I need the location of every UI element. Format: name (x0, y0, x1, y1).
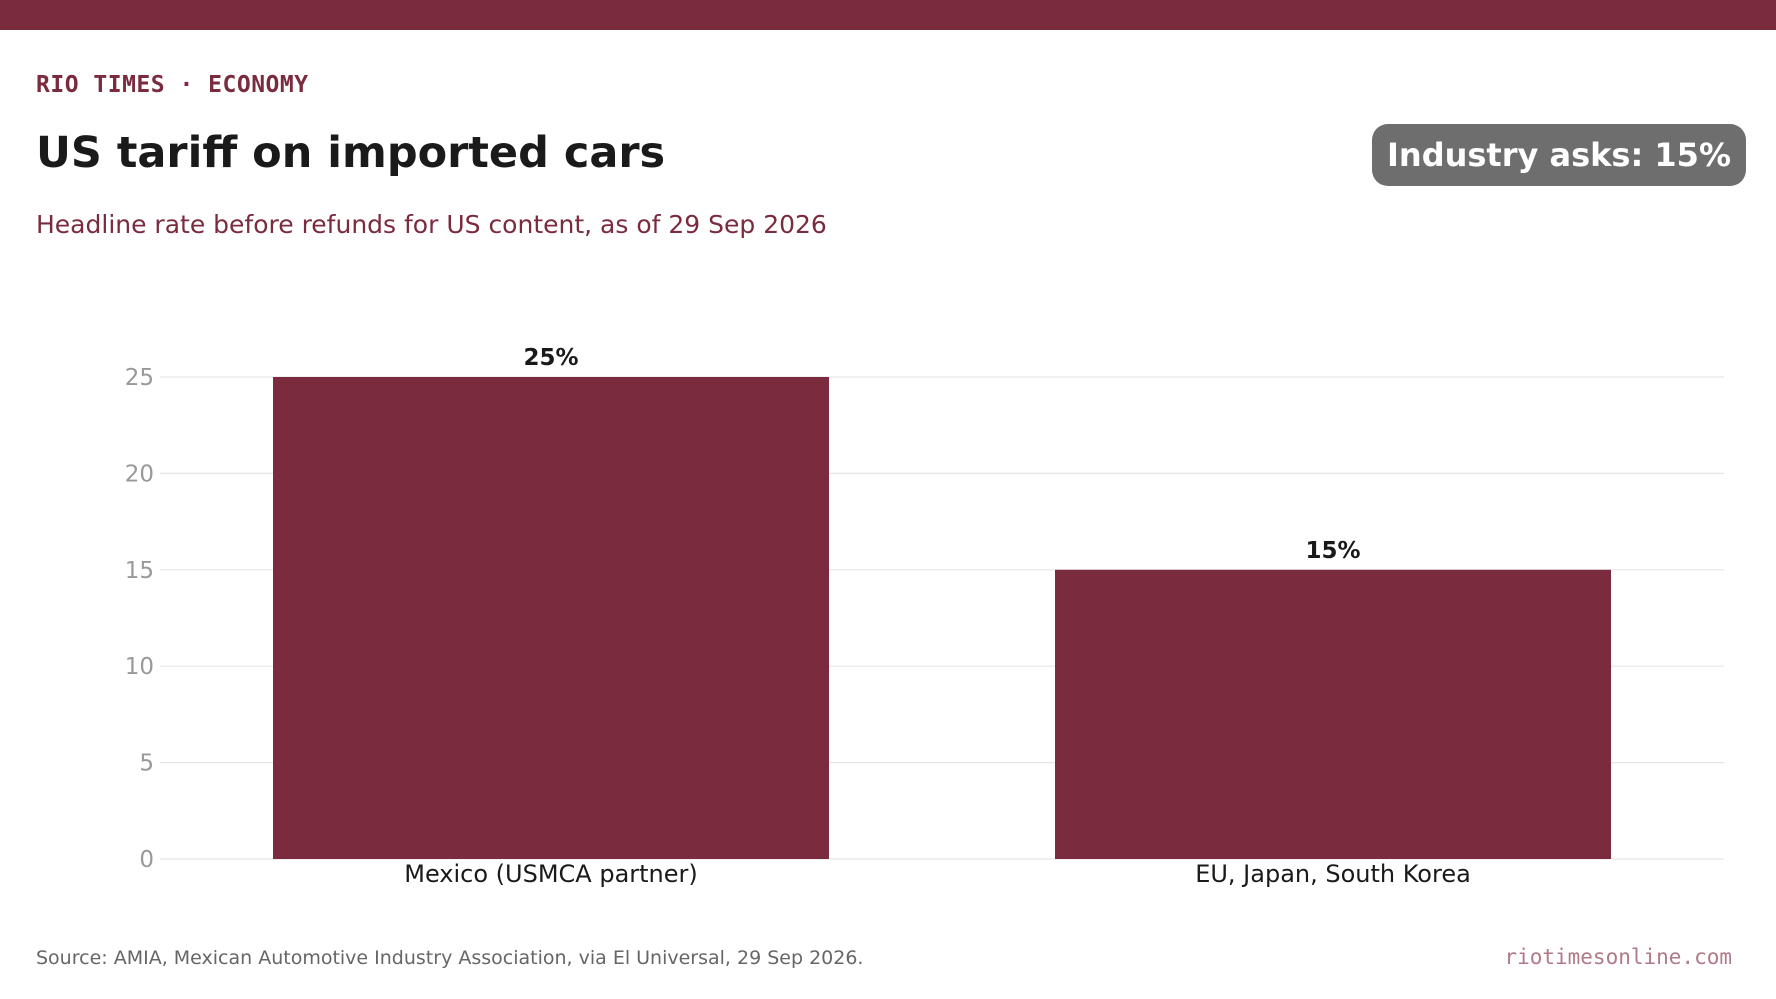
bars (273, 377, 1611, 859)
x-tick-label: Mexico (USMCA partner) (404, 860, 698, 888)
source-note: Source: AMIA, Mexican Automotive Industr… (36, 947, 864, 969)
bar-value-label: 15% (1305, 538, 1360, 564)
y-axis-ticks: 0 5 10 15 20 25 (125, 365, 154, 873)
bar-value-label: 25% (523, 345, 578, 371)
y-tick-label: 5 (139, 751, 154, 777)
x-tick-label: EU, Japan, South Korea (1195, 860, 1471, 888)
site-credit: riotimesonline.com (1504, 945, 1732, 969)
bar (273, 377, 829, 859)
bar (1055, 569, 1611, 859)
chart-title: US tariff on imported cars (36, 128, 666, 178)
top-accent-bar (0, 0, 1776, 30)
chart-subtitle: Headline rate before refunds for US cont… (36, 210, 827, 239)
y-tick-label: 25 (125, 365, 154, 391)
y-tick-label: 10 (125, 654, 154, 680)
y-tick-label: 0 (139, 847, 154, 873)
industry-asks-badge: Industry asks: 15% (1372, 124, 1746, 186)
x-axis-ticks: Mexico (USMCA partner) EU, Japan, South K… (404, 860, 1471, 888)
y-tick-label: 20 (125, 461, 154, 487)
section-kicker: RIO TIMES · ECONOMY (36, 72, 309, 98)
bar-value-labels: 25% 15% (523, 345, 1360, 564)
y-tick-label: 15 (125, 558, 154, 584)
